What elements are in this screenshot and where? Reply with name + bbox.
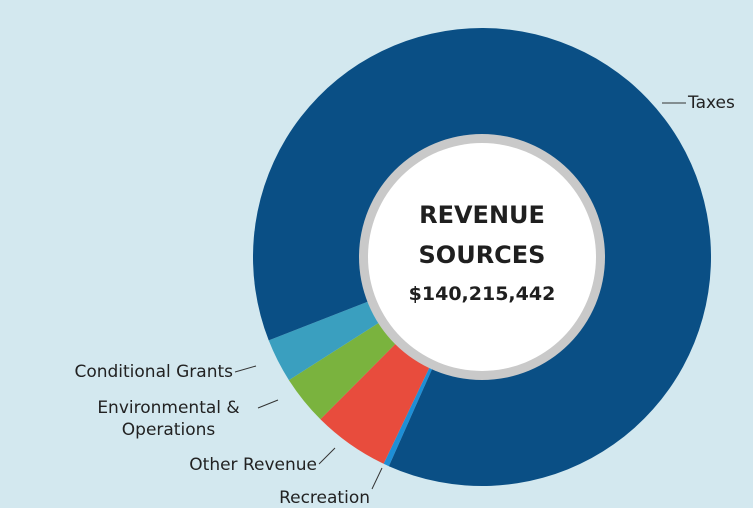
leader-line [371, 467, 383, 490]
slice-label: Conditional Grants [74, 362, 233, 382]
leader-line [234, 365, 257, 373]
slice-label: Other Revenue [189, 455, 317, 475]
chart-title: REVENUE SOURCES [418, 201, 546, 269]
slice-label: Environmental & Operations [97, 398, 240, 440]
leader-line [318, 447, 336, 465]
inner-hole [368, 143, 596, 371]
total: $140,215,442 [408, 283, 556, 305]
slice-label: Taxes [688, 93, 735, 113]
center-label: REVENUE SOURCES $140,215,442 [382, 195, 582, 305]
slice-label: Recreation [279, 488, 370, 508]
leader-line [257, 399, 279, 409]
